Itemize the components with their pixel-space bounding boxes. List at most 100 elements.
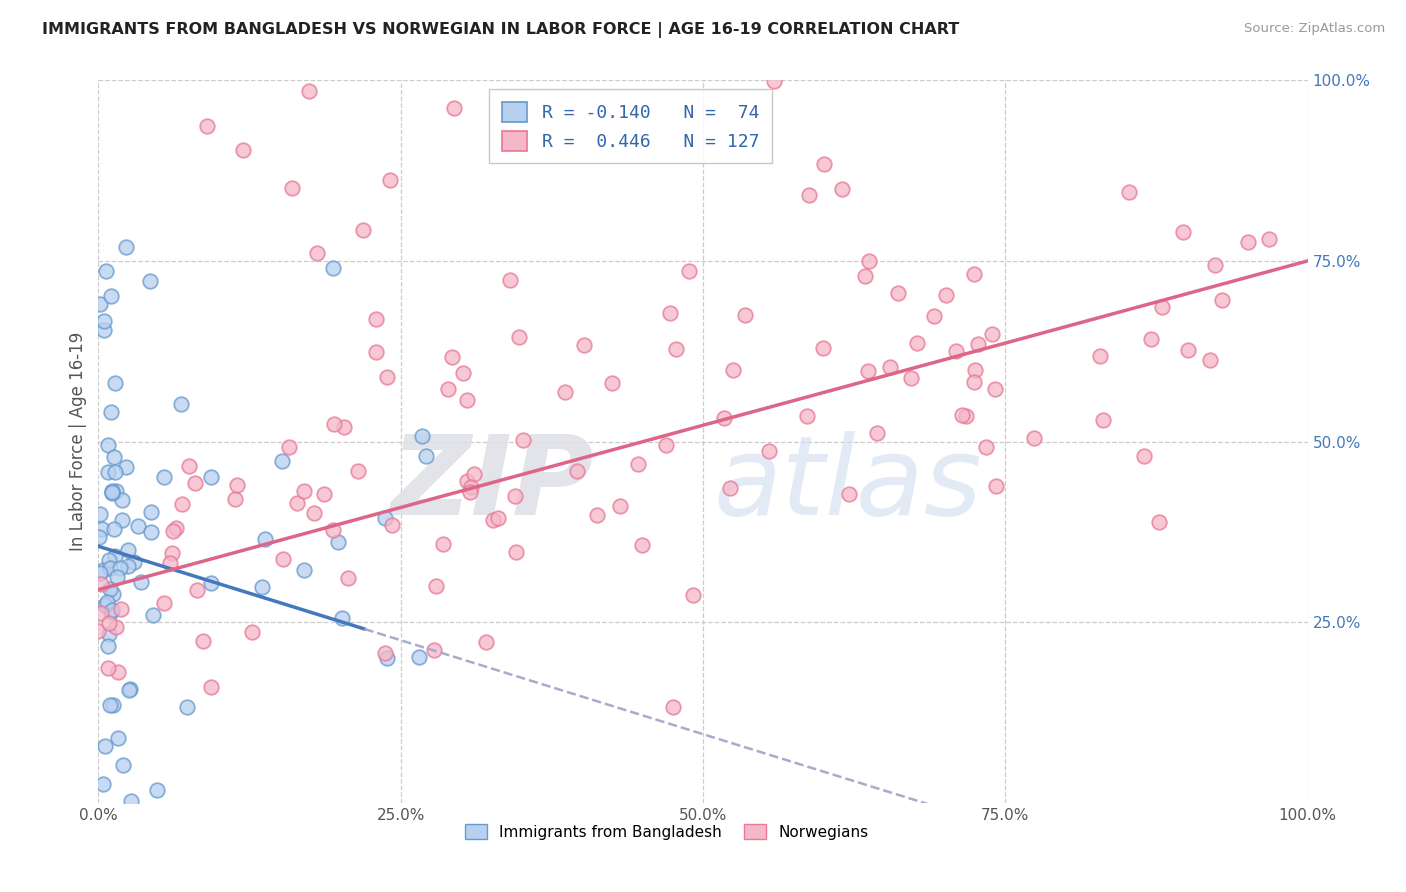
Point	[858, 253, 880, 268]
Point	[250, 580, 273, 594]
Point	[97, 661, 120, 675]
Point	[253, 532, 276, 546]
Point	[458, 485, 481, 500]
Point	[984, 382, 1007, 396]
Point	[963, 363, 986, 377]
Point	[966, 337, 988, 351]
Point	[94, 598, 117, 612]
Point	[1177, 343, 1199, 357]
Point	[718, 482, 741, 496]
Point	[887, 286, 910, 301]
Point	[460, 480, 482, 494]
Point	[1204, 258, 1226, 272]
Point	[415, 449, 437, 463]
Point	[176, 700, 198, 714]
Point	[955, 409, 977, 423]
Point	[153, 596, 176, 610]
Point	[512, 433, 534, 447]
Point	[381, 517, 404, 532]
Point	[437, 382, 460, 396]
Point	[117, 542, 139, 557]
Point	[94, 739, 117, 754]
Point	[1211, 293, 1233, 308]
Point	[333, 420, 356, 434]
Point	[97, 627, 120, 641]
Point	[856, 364, 879, 378]
Point	[314, 486, 336, 500]
Point	[411, 429, 433, 443]
Point	[285, 496, 308, 510]
Point	[572, 338, 595, 352]
Point	[281, 181, 304, 195]
Point	[432, 537, 454, 551]
Point	[380, 173, 402, 187]
Point	[364, 312, 387, 326]
Point	[900, 371, 922, 385]
Point	[101, 698, 124, 712]
Point	[91, 777, 114, 791]
Point	[482, 513, 505, 527]
Point	[107, 731, 129, 745]
Point	[811, 341, 834, 355]
Point	[813, 157, 835, 171]
Point	[89, 566, 111, 580]
Point	[104, 376, 127, 390]
Point	[721, 363, 744, 377]
Point	[866, 425, 889, 440]
Point	[93, 313, 115, 327]
Point	[186, 583, 208, 598]
Point	[195, 120, 218, 134]
Point	[193, 634, 215, 648]
Point	[408, 649, 430, 664]
Point	[97, 438, 120, 452]
Point	[1152, 300, 1174, 314]
Point	[326, 535, 349, 549]
Point	[139, 506, 162, 520]
Point	[609, 499, 631, 513]
Point	[682, 589, 704, 603]
Point	[631, 538, 654, 552]
Point	[200, 681, 222, 695]
Point	[853, 268, 876, 283]
Point	[305, 246, 328, 260]
Point	[100, 483, 122, 498]
Point	[110, 561, 132, 575]
Point	[225, 478, 247, 492]
Point	[451, 367, 474, 381]
Point	[90, 607, 112, 621]
Point	[1133, 449, 1156, 463]
Point	[658, 306, 681, 320]
Point	[98, 561, 121, 575]
Point	[142, 608, 165, 623]
Text: IMMIGRANTS FROM BANGLADESH VS NORWEGIAN IN LABOR FORCE | AGE 16-19 CORRELATION C: IMMIGRANTS FROM BANGLADESH VS NORWEGIAN …	[42, 22, 959, 38]
Point	[200, 576, 222, 591]
Point	[117, 683, 139, 698]
Point	[905, 336, 928, 351]
Point	[90, 577, 112, 591]
Point	[90, 522, 112, 536]
Point	[474, 635, 496, 649]
Point	[117, 559, 139, 574]
Point	[374, 510, 396, 524]
Point	[129, 575, 152, 590]
Point	[662, 699, 685, 714]
Point	[377, 651, 399, 665]
Point	[758, 444, 780, 458]
Point	[240, 625, 263, 640]
Point	[950, 408, 973, 422]
Point	[503, 489, 526, 503]
Point	[1140, 333, 1163, 347]
Point	[441, 350, 464, 364]
Point	[145, 782, 167, 797]
Point	[330, 611, 353, 625]
Point	[298, 84, 321, 98]
Legend: Immigrants from Bangladesh, Norwegians: Immigrants from Bangladesh, Norwegians	[460, 818, 875, 846]
Point	[100, 289, 122, 303]
Point	[94, 264, 117, 278]
Point	[270, 453, 292, 467]
Point	[879, 360, 901, 375]
Point	[105, 570, 128, 584]
Point	[1118, 186, 1140, 200]
Point	[1090, 349, 1112, 363]
Point	[224, 491, 246, 506]
